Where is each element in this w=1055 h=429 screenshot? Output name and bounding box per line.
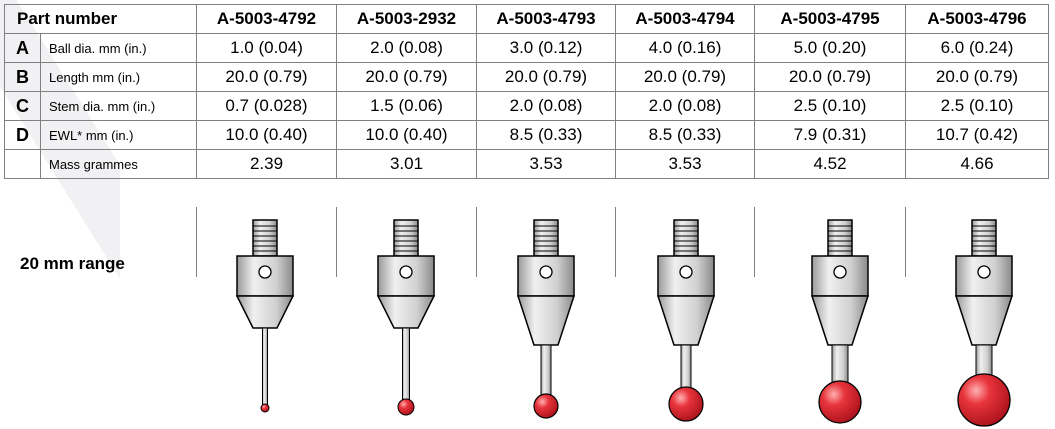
- table-cell: 7.9 (0.31): [754, 120, 906, 150]
- column-divider: [196, 207, 197, 277]
- table-cell: 8.5 (0.33): [476, 120, 616, 150]
- table-cell: 2.5 (0.10): [905, 91, 1049, 121]
- table-cell: 2.39: [196, 149, 337, 179]
- table-cell: 4.66: [905, 149, 1049, 179]
- table-cell: 2.5 (0.10): [754, 91, 906, 121]
- column-divider: [476, 207, 477, 277]
- table-cell: 20.0 (0.79): [336, 62, 477, 92]
- table-cell: 10.0 (0.40): [196, 120, 337, 150]
- spec-table: Part number A-5003-4792 A-5003-2932 A-50…: [4, 4, 1049, 179]
- part-number-6: A-5003-4796: [905, 4, 1049, 34]
- table-row: D EWL* mm (in.) 10.0 (0.40) 10.0 (0.40) …: [4, 120, 1049, 150]
- table-cell: 20.0 (0.79): [196, 62, 337, 92]
- column-divider: [336, 207, 337, 277]
- part-number-5: A-5003-4795: [754, 4, 906, 34]
- part-number-4: A-5003-4794: [615, 4, 755, 34]
- table-cell: 6.0 (0.24): [905, 33, 1049, 63]
- table-cell: 5.0 (0.20): [754, 33, 906, 63]
- row-property: Mass grammes: [40, 149, 197, 179]
- row-property: Length mm (in.): [40, 62, 197, 92]
- table-cell: 10.7 (0.42): [905, 120, 1049, 150]
- table-cell: 20.0 (0.79): [905, 62, 1049, 92]
- table-row: C Stem dia. mm (in.) 0.7 (0.028) 1.5 (0.…: [4, 91, 1049, 121]
- row-letter: [4, 149, 41, 179]
- header-row: Part number A-5003-4792 A-5003-2932 A-50…: [4, 4, 1049, 34]
- row-property: EWL* mm (in.): [40, 120, 197, 150]
- part-number-2: A-5003-2932: [336, 4, 477, 34]
- table-cell: 20.0 (0.79): [615, 62, 755, 92]
- table-cell: 3.53: [615, 149, 755, 179]
- row-property: Ball dia. mm (in.): [40, 33, 197, 63]
- table-row: A Ball dia. mm (in.) 1.0 (0.04) 2.0 (0.0…: [4, 33, 1049, 63]
- table-cell: 2.0 (0.08): [615, 91, 755, 121]
- table-cell: 8.5 (0.33): [615, 120, 755, 150]
- table-cell: 10.0 (0.40): [336, 120, 477, 150]
- part-number-1: A-5003-4792: [196, 4, 337, 34]
- table-cell: 3.53: [476, 149, 616, 179]
- stylus-icon: [516, 219, 576, 419]
- stylus-icon: [235, 219, 295, 413]
- table-cell: 4.52: [754, 149, 906, 179]
- table-cell: 20.0 (0.79): [476, 62, 616, 92]
- stylus-icon: [954, 219, 1014, 427]
- row-letter: C: [4, 91, 41, 121]
- part-number-header: Part number: [4, 4, 197, 34]
- table-cell: 1.5 (0.06): [336, 91, 477, 121]
- part-number-3: A-5003-4793: [476, 4, 616, 34]
- table-row: B Length mm (in.) 20.0 (0.79) 20.0 (0.79…: [4, 62, 1049, 92]
- table-cell: 4.0 (0.16): [615, 33, 755, 63]
- table-cell: 0.7 (0.028): [196, 91, 337, 121]
- table-cell: 2.0 (0.08): [336, 33, 477, 63]
- table-cell: 1.0 (0.04): [196, 33, 337, 63]
- stylus-icon: [376, 219, 436, 416]
- table-row: Mass grammes 2.39 3.01 3.53 3.53 4.52 4.…: [4, 149, 1049, 179]
- column-divider: [754, 207, 755, 277]
- stylus-icon: [656, 219, 716, 422]
- table-cell: 2.0 (0.08): [476, 91, 616, 121]
- row-property: Stem dia. mm (in.): [40, 91, 197, 121]
- range-label: 20 mm range: [20, 254, 125, 273]
- stylus-icon: [810, 219, 870, 424]
- column-divider: [615, 207, 616, 277]
- row-letter: D: [4, 120, 41, 150]
- column-divider: [905, 207, 906, 277]
- table-cell: 3.0 (0.12): [476, 33, 616, 63]
- table-cell: 20.0 (0.79): [754, 62, 906, 92]
- stylus-illustrations: [235, 219, 1014, 427]
- row-letter: B: [4, 62, 41, 92]
- table-cell: 3.01: [336, 149, 477, 179]
- row-letter: A: [4, 33, 41, 63]
